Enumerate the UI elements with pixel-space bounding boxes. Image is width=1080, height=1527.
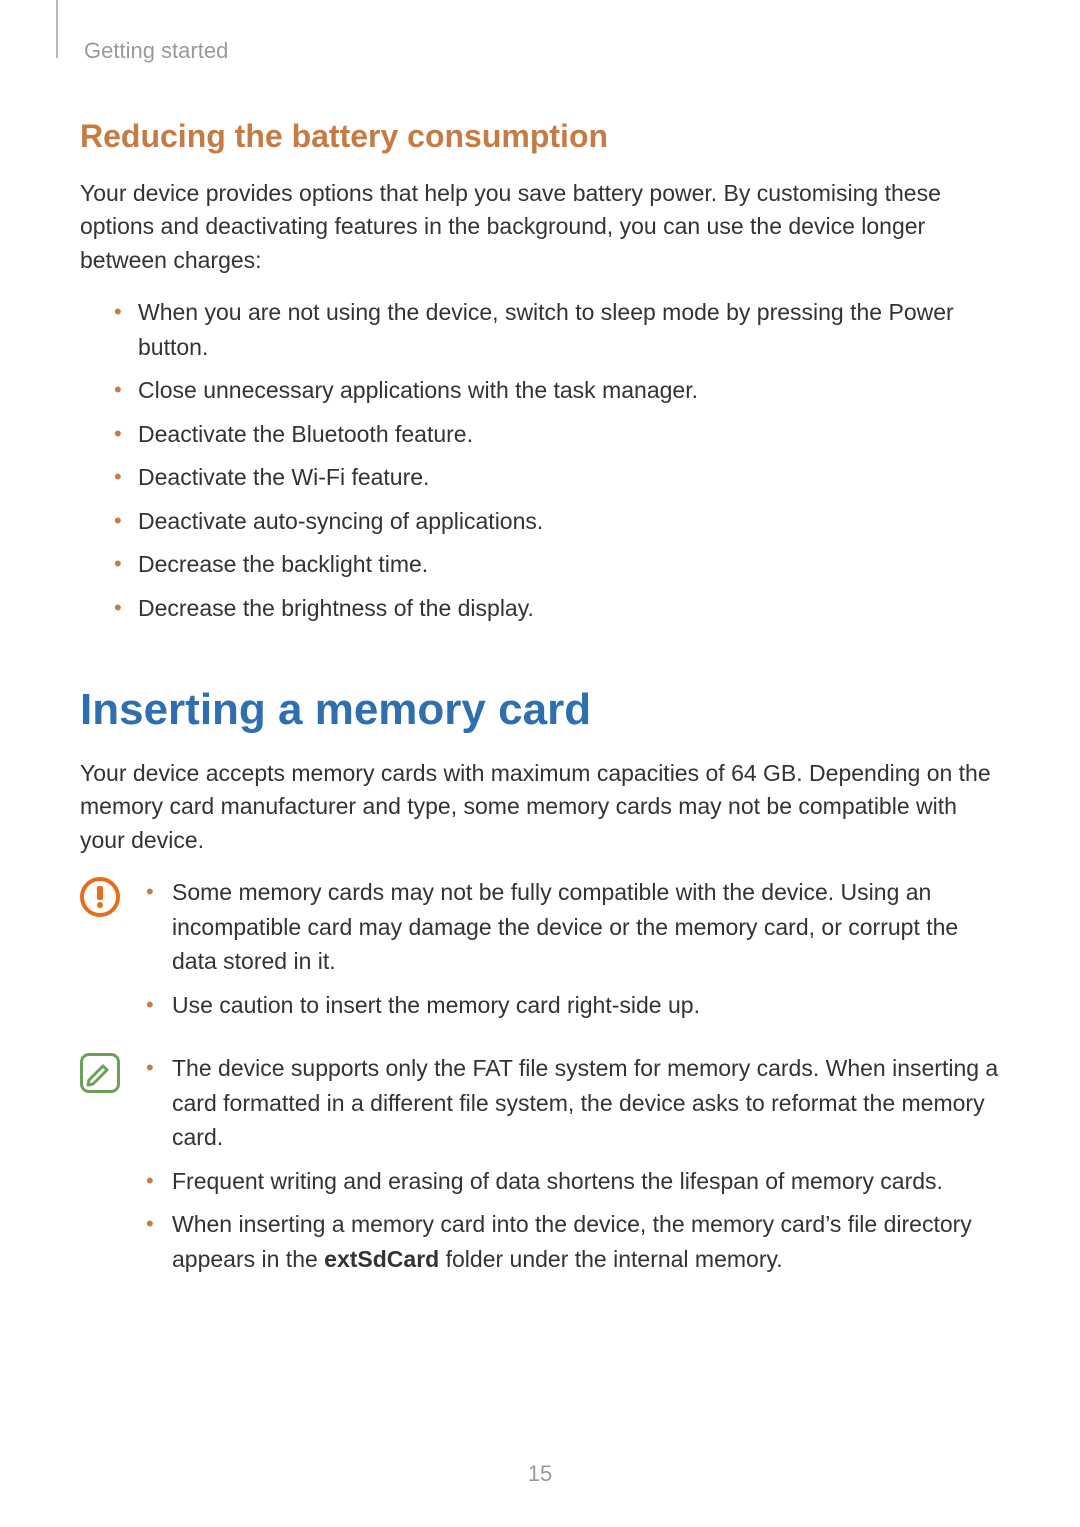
section-heading-battery: Reducing the battery consumption	[80, 118, 1000, 155]
page-number: 15	[0, 1461, 1080, 1487]
list-item: Use caution to insert the memory card ri…	[146, 988, 1000, 1023]
icon-column	[80, 1051, 124, 1295]
corner-decoration	[56, 0, 58, 58]
section-intro-battery: Your device provides options that help y…	[80, 177, 1000, 277]
list-item: Close unnecessary applications with the …	[114, 373, 1000, 408]
manual-page: Getting started Reducing the battery con…	[0, 0, 1080, 1527]
warning-icon	[80, 877, 120, 917]
list-item: The device supports only the FAT file sy…	[146, 1051, 1000, 1155]
list-item: When inserting a memory card into the de…	[146, 1207, 1000, 1276]
list-item: Some memory cards may not be fully compa…	[146, 875, 1000, 979]
list-item: Deactivate the Bluetooth feature.	[114, 417, 1000, 452]
list-item: Decrease the backlight time.	[114, 547, 1000, 582]
list-item: Decrease the brightness of the display.	[114, 591, 1000, 626]
warning-callout: Some memory cards may not be fully compa…	[80, 875, 1000, 1041]
note-icon	[80, 1053, 120, 1093]
battery-tips-list: When you are not using the device, switc…	[80, 295, 1000, 625]
list-item: When you are not using the device, switc…	[114, 295, 1000, 364]
icon-column	[80, 875, 124, 1041]
running-head: Getting started	[84, 38, 1000, 64]
warning-list: Some memory cards may not be fully compa…	[146, 875, 1000, 1031]
note-text-bold: extSdCard	[324, 1246, 439, 1272]
section-heading-memory-card: Inserting a memory card	[80, 685, 1000, 735]
list-item: Deactivate auto-syncing of applications.	[114, 504, 1000, 539]
list-item: Frequent writing and erasing of data sho…	[146, 1164, 1000, 1199]
section-intro-memory-card: Your device accepts memory cards with ma…	[80, 757, 1000, 857]
list-item: Deactivate the Wi-Fi feature.	[114, 460, 1000, 495]
note-text-post: folder under the internal memory.	[439, 1246, 782, 1272]
note-callout: The device supports only the FAT file sy…	[80, 1051, 1000, 1295]
note-list: The device supports only the FAT file sy…	[146, 1051, 1000, 1285]
